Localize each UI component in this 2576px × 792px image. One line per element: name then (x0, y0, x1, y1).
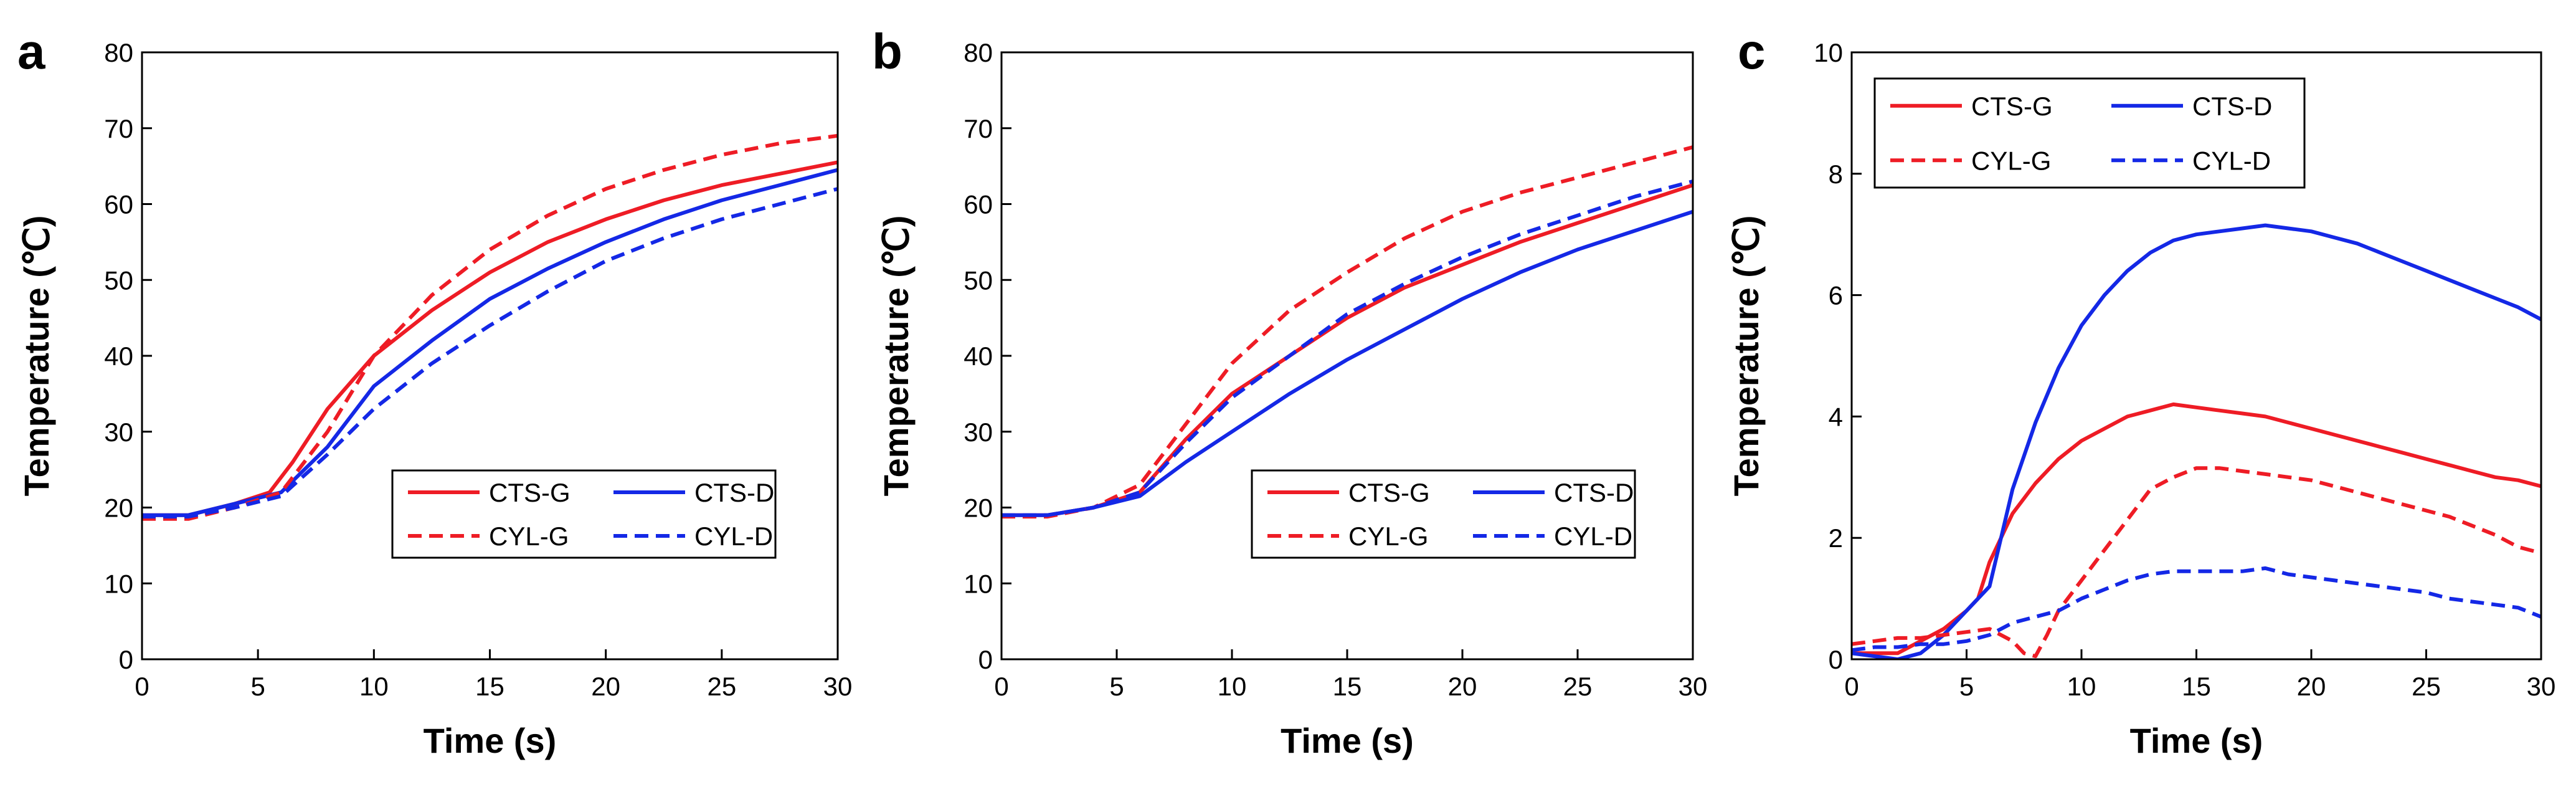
legend-label-cyl-g: CYL-G (1971, 146, 2051, 175)
legend: CTS-G CTS-D CYL-G CYL-D (1873, 77, 2306, 189)
panel-a: a 0 10 20 30 40 50 60 70 80 0 5 10 15 20 25 30 Time (s) Te… (17, 24, 852, 760)
legend: CTS-G CTS-D CYL-G CYL-D (391, 469, 777, 559)
x-axis-title: Time (s) (424, 721, 557, 760)
x-tick-label: 10 (2067, 672, 2096, 701)
x-tick-label: 25 (707, 672, 736, 701)
series-line-cts-d (1002, 209, 1693, 517)
series-line-cyl-g (142, 133, 838, 521)
y-tick-label: 50 (104, 265, 133, 295)
x-tick-label: 5 (1109, 672, 1124, 701)
y-tick-label: 40 (104, 341, 133, 371)
x-tick-label: 20 (1448, 672, 1477, 701)
x-tick-label: 30 (1679, 672, 1708, 701)
legend-label-cyl-d: CYL-D (1554, 522, 1632, 551)
x-tick-label: 15 (475, 672, 504, 701)
y-tick-label: 10 (964, 569, 993, 598)
y-tick-label: 70 (964, 114, 993, 143)
legend-label-cyl-d: CYL-D (2192, 146, 2271, 175)
y-tick-label: 70 (104, 114, 133, 143)
y-tick-label: 80 (104, 38, 133, 67)
legend-box (1873, 77, 2306, 189)
series-line-cts-g (1852, 402, 2541, 656)
x-tick-label: 30 (2527, 672, 2556, 701)
y-tick-label: 30 (964, 417, 993, 447)
y-tick-label: 8 (1829, 160, 1843, 189)
y-tick-label: 80 (964, 38, 993, 67)
series-line-cyl-g (1852, 466, 2541, 659)
y-tick-label: 50 (964, 265, 993, 295)
x-tick-label: 5 (1959, 672, 1974, 701)
legend: CTS-G CTS-D CYL-G CYL-D (1251, 469, 1636, 559)
legend-label-cts-g: CTS-G (489, 478, 571, 507)
x-tick-label: 25 (1563, 672, 1593, 701)
series-line-cyl-d (1002, 179, 1693, 517)
x-tick-label: 25 (2412, 672, 2441, 701)
y-tick-label: 30 (104, 417, 133, 447)
y-axis-title: Temperature (℃) (17, 216, 56, 497)
x-axis-title: Time (s) (2130, 721, 2263, 760)
x-tick-label: 10 (359, 672, 389, 701)
series-line-cts-d (1852, 223, 2541, 659)
x-tick-label: 0 (1844, 672, 1859, 701)
x-tick-label: 5 (250, 672, 265, 701)
y-tick-label: 20 (104, 494, 133, 523)
series-line-cts-d (142, 168, 838, 517)
y-axis-title: Temperature (℃) (876, 216, 916, 497)
y-tick-label: 2 (1829, 523, 1843, 553)
panel-c: c 0 2 4 6 8 10 0 5 10 15 20 25 30 Time (s) Temperature … (1726, 24, 2555, 760)
x-tick-label: 15 (2182, 672, 2211, 701)
series-line-cyl-d (1852, 566, 2541, 652)
plot-frame (1850, 51, 2542, 661)
x-tick-label: 30 (823, 672, 853, 701)
y-axis-title: Temperature (℃) (1726, 216, 1766, 497)
x-tick-label: 0 (994, 672, 1008, 701)
x-tick-label: 20 (591, 672, 620, 701)
x-tick-label: 10 (1218, 672, 1247, 701)
y-tick-label: 0 (1829, 645, 1843, 674)
y-tick-label: 20 (964, 494, 993, 523)
y-tick-label: 0 (119, 645, 133, 674)
legend-box (391, 469, 777, 559)
panel-b: b 0 10 20 30 40 50 60 70 80 0 5 10 15 20 25 30 Time (s) Te… (872, 24, 1707, 760)
x-tick-label: 20 (2297, 672, 2326, 701)
legend-label-cyl-g: CYL-G (489, 522, 569, 551)
panel-label: b (872, 24, 902, 79)
x-tick-label: 15 (1333, 672, 1362, 701)
y-tick-label: 6 (1829, 281, 1843, 310)
legend-label-cts-g: CTS-G (1348, 478, 1430, 507)
series-line-cts-g (1002, 183, 1693, 517)
legend-label-cts-d: CTS-D (1554, 478, 1634, 507)
y-tick-label: 40 (964, 341, 993, 371)
plot-frame (141, 51, 839, 661)
plot-frame (1000, 51, 1694, 661)
legend-label-cyl-d: CYL-D (694, 522, 773, 551)
y-tick-label: 4 (1829, 402, 1843, 431)
legend-label-cyl-g: CYL-G (1348, 522, 1428, 551)
y-tick-label: 60 (104, 190, 133, 219)
legend-label-cts-d: CTS-D (694, 478, 774, 507)
series-line-cyl-g (1002, 145, 1693, 519)
y-tick-label: 10 (1814, 38, 1843, 67)
series-line-cyl-d (142, 187, 838, 519)
x-axis-title: Time (s) (1281, 721, 1414, 760)
y-tick-label: 10 (104, 569, 133, 598)
panel-label: a (17, 24, 45, 79)
panel-label: c (1738, 24, 1766, 79)
legend-box (1251, 469, 1636, 559)
y-tick-label: 60 (964, 190, 993, 219)
legend-label-cts-g: CTS-G (1971, 92, 2053, 121)
legend-label-cts-d: CTS-D (2192, 92, 2272, 121)
x-tick-label: 0 (135, 672, 149, 701)
y-tick-label: 0 (978, 645, 993, 674)
